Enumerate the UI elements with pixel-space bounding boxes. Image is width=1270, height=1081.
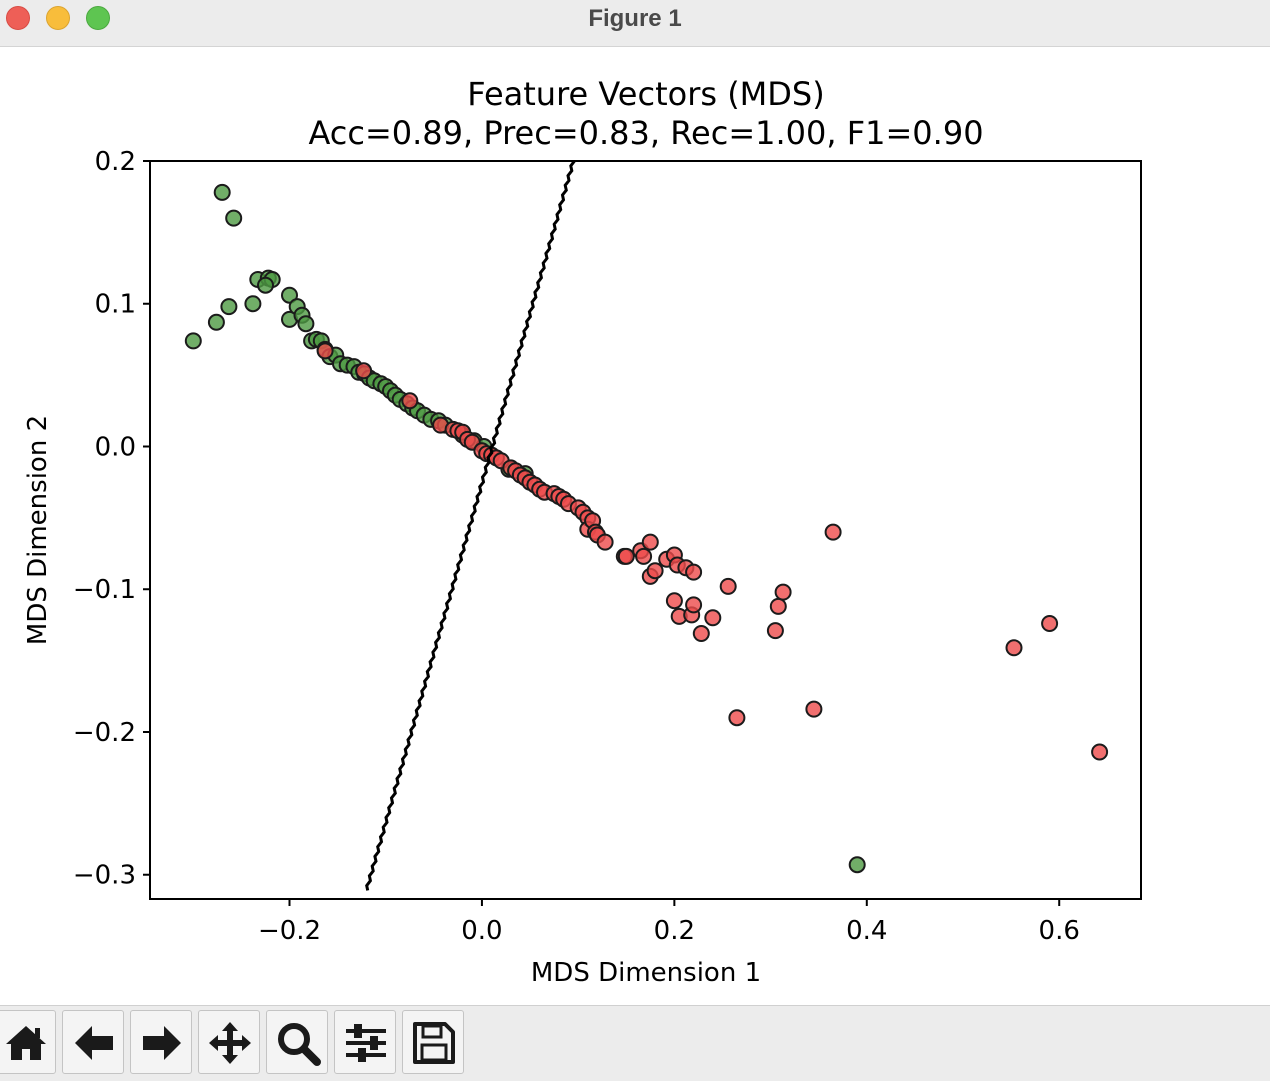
data-point-class-1-57 xyxy=(805,700,823,718)
x-axis-ticks: −0.2 0.0 0.2 0.4 0.6 xyxy=(258,899,1080,946)
y-tick-label: 0.1 xyxy=(95,290,136,320)
data-point-class-0-8 xyxy=(220,298,238,316)
y-tick-label: 0.0 xyxy=(95,432,136,462)
data-point-class-0-1 xyxy=(225,209,243,227)
x-tick-label: 0.2 xyxy=(654,916,695,946)
data-point-class-1-52 xyxy=(719,577,737,595)
save-button[interactable] xyxy=(402,1010,464,1074)
x-tick-label: 0.0 xyxy=(461,916,502,946)
x-axis-label: MDS Dimension 1 xyxy=(531,958,761,988)
data-point-class-1-60 xyxy=(1041,615,1059,632)
home-button[interactable] xyxy=(0,1010,56,1074)
decision-boundary-layer xyxy=(365,160,576,891)
data-point-class-1-51 xyxy=(704,609,722,627)
data-point-class-1-56 xyxy=(774,583,792,601)
sliders-icon xyxy=(346,1024,386,1062)
home-icon xyxy=(6,1026,46,1060)
data-point-class-1-40 xyxy=(646,562,664,580)
data-point-class-1-49 xyxy=(685,596,703,614)
arrow-right-icon xyxy=(143,1026,181,1060)
data-point-class-1-54 xyxy=(766,622,784,640)
plot-frame xyxy=(149,160,1142,900)
back-button[interactable] xyxy=(62,1010,124,1074)
x-tick-label: −0.2 xyxy=(258,916,321,946)
data-point-class-1-55 xyxy=(769,597,787,615)
data-point-class-1-38 xyxy=(641,533,659,551)
data-point-class-1-61 xyxy=(1091,743,1109,761)
configure-subplots-button[interactable] xyxy=(334,1010,396,1074)
maximize-window-button[interactable] xyxy=(86,6,110,30)
arrow-left-icon xyxy=(75,1026,113,1060)
data-point-class-1-35 xyxy=(617,547,635,565)
data-point-class-1-50 xyxy=(692,625,710,642)
data-point-class-0-7 xyxy=(207,313,225,331)
window-title: Figure 1 xyxy=(588,5,682,32)
x-tick-label: 0.6 xyxy=(1039,916,1080,946)
data-point-class-1-2 xyxy=(401,392,419,410)
y-tick-label: 0.2 xyxy=(95,147,136,177)
data-point-class-1-45 xyxy=(685,563,703,581)
chart-title: Feature Vectors (MDS) xyxy=(467,75,824,113)
minimize-window-button[interactable] xyxy=(46,6,70,30)
y-tick-label: −0.3 xyxy=(73,861,136,891)
move-icon xyxy=(209,1022,251,1064)
data-point-class-1-33 xyxy=(596,533,614,551)
data-point-class-1-0 xyxy=(316,342,334,360)
data-point-class-0-5 xyxy=(257,276,274,294)
data-point-class-0-6 xyxy=(184,332,202,350)
pan-button[interactable] xyxy=(198,1010,260,1074)
y-axis-ticks: 0.2 0.1 0.0 −0.1 −0.2 −0.3 xyxy=(73,147,150,891)
data-point-class-1-46 xyxy=(665,592,683,610)
window-titlebar: Figure 1 xyxy=(0,0,1270,47)
data-point-class-1-1 xyxy=(355,362,373,380)
data-point-class-0-10 xyxy=(281,286,298,304)
y-axis-label: MDS Dimension 2 xyxy=(23,415,53,645)
chart-subtitle: Acc=0.89, Prec=0.83, Rec=1.00, F1=0.90 xyxy=(308,114,983,152)
navigation-toolbar xyxy=(0,1005,1270,1081)
data-point-class-1-37 xyxy=(635,547,653,565)
decision-boundary-line xyxy=(365,160,576,891)
figure-canvas[interactable]: Feature Vectors (MDS) Acc=0.89, Prec=0.8… xyxy=(0,47,1270,1005)
y-tick-label: −0.2 xyxy=(73,718,136,748)
data-point-class-0-14 xyxy=(297,315,315,333)
zoom-button[interactable] xyxy=(266,1010,328,1074)
data-point-class-1-53 xyxy=(728,709,746,727)
scatter-chart: Feature Vectors (MDS) Acc=0.89, Prec=0.8… xyxy=(23,75,1142,988)
data-point-class-0-9 xyxy=(244,295,262,313)
data-point-class-1-58 xyxy=(824,523,842,541)
points-layer xyxy=(184,183,1109,874)
x-tick-label: 0.4 xyxy=(846,916,887,946)
data-point-class-0-0 xyxy=(213,183,231,201)
floppy-disk-icon xyxy=(413,1022,455,1064)
data-point-class-0-45 xyxy=(848,856,866,874)
y-tick-label: −0.1 xyxy=(73,575,136,605)
data-point-class-1-59 xyxy=(1005,639,1023,657)
close-window-button[interactable] xyxy=(6,6,30,30)
magnifier-icon xyxy=(278,1023,321,1066)
forward-button[interactable] xyxy=(130,1010,192,1074)
